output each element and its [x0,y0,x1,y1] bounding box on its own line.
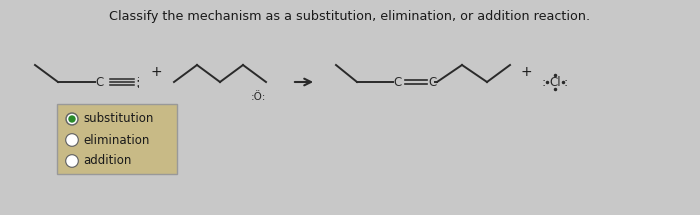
Text: +: + [520,65,532,79]
Text: ·: · [136,73,139,83]
Text: C: C [393,77,401,89]
Text: C: C [95,77,104,89]
Text: addition: addition [83,155,132,167]
Text: substitution: substitution [83,112,153,126]
Text: :: : [564,75,568,89]
Circle shape [67,135,77,145]
Text: ·: · [136,83,139,93]
Text: elimination: elimination [83,134,149,146]
FancyBboxPatch shape [57,104,177,174]
Text: +: + [150,65,162,79]
Text: C: C [428,77,436,89]
Text: :: : [135,76,139,90]
Text: Cl: Cl [550,75,561,89]
Circle shape [67,115,76,123]
Circle shape [66,113,78,125]
Text: :Ö:: :Ö: [251,92,266,102]
Circle shape [69,116,75,122]
Text: :: : [542,75,546,89]
Text: Classify the mechanism as a substitution, elimination, or addition reaction.: Classify the mechanism as a substitution… [109,10,591,23]
Circle shape [67,156,77,166]
